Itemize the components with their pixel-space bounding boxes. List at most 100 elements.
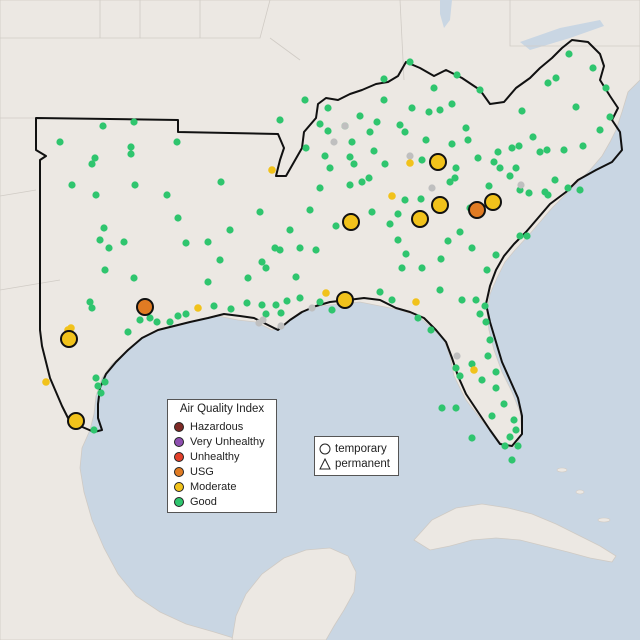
station-good-marker[interactable] <box>452 364 460 372</box>
station-good-marker[interactable] <box>97 389 105 397</box>
station-good-marker[interactable] <box>174 214 182 222</box>
station-good-marker[interactable] <box>324 104 332 112</box>
station-usg-marker[interactable] <box>136 298 154 316</box>
station-good-marker[interactable] <box>346 153 354 161</box>
station-good-marker[interactable] <box>56 138 64 146</box>
station-good-marker[interactable] <box>501 442 509 450</box>
station-good-marker[interactable] <box>100 224 108 232</box>
station-good-marker[interactable] <box>244 274 252 282</box>
station-good-marker[interactable] <box>579 142 587 150</box>
station-good-marker[interactable] <box>576 186 584 194</box>
station-good-marker[interactable] <box>468 244 476 252</box>
station-good-marker[interactable] <box>500 400 508 408</box>
station-good-marker[interactable] <box>173 138 181 146</box>
station-good-marker[interactable] <box>492 251 500 259</box>
station-good-marker[interactable] <box>226 226 234 234</box>
station-good-marker[interactable] <box>506 172 514 180</box>
station-moderate-marker[interactable] <box>470 366 478 374</box>
station-good-marker[interactable] <box>316 184 324 192</box>
station-good-marker[interactable] <box>92 191 100 199</box>
station-good-marker[interactable] <box>536 148 544 156</box>
station-good-marker[interactable] <box>606 113 614 121</box>
station-good-marker[interactable] <box>146 314 154 322</box>
station-good-marker[interactable] <box>256 208 264 216</box>
station-good-marker[interactable] <box>130 118 138 126</box>
station-good-marker[interactable] <box>544 79 552 87</box>
station-good-marker[interactable] <box>94 382 102 390</box>
station-nodata-marker[interactable] <box>330 138 338 146</box>
station-good-marker[interactable] <box>438 404 446 412</box>
station-good-marker[interactable] <box>529 133 537 141</box>
station-good-marker[interactable] <box>356 112 364 120</box>
station-good-marker[interactable] <box>486 336 494 344</box>
station-good-marker[interactable] <box>262 264 270 272</box>
station-good-marker[interactable] <box>292 273 300 281</box>
station-good-marker[interactable] <box>543 146 551 154</box>
station-good-marker[interactable] <box>326 164 334 172</box>
station-good-marker[interactable] <box>456 372 464 380</box>
station-good-marker[interactable] <box>276 246 284 254</box>
station-good-marker[interactable] <box>446 178 454 186</box>
station-good-marker[interactable] <box>418 156 426 164</box>
station-good-marker[interactable] <box>544 191 552 199</box>
station-good-marker[interactable] <box>373 118 381 126</box>
station-moderate-large-marker[interactable] <box>60 330 78 348</box>
station-good-marker[interactable] <box>105 244 113 252</box>
station-good-marker[interactable] <box>452 404 460 412</box>
station-moderate-large-marker[interactable] <box>411 210 429 228</box>
station-moderate-large-marker[interactable] <box>431 196 449 214</box>
station-good-marker[interactable] <box>512 164 520 172</box>
station-good-marker[interactable] <box>316 298 324 306</box>
station-good-marker[interactable] <box>296 244 304 252</box>
station-good-marker[interactable] <box>451 174 459 182</box>
station-good-marker[interactable] <box>90 426 98 434</box>
station-good-marker[interactable] <box>332 222 340 230</box>
station-good-marker[interactable] <box>516 232 524 240</box>
station-moderate-large-marker[interactable] <box>484 193 502 211</box>
station-good-marker[interactable] <box>525 189 533 197</box>
station-good-marker[interactable] <box>388 296 396 304</box>
station-good-marker[interactable] <box>478 376 486 384</box>
station-good-marker[interactable] <box>312 246 320 254</box>
station-good-marker[interactable] <box>324 127 332 135</box>
station-good-marker[interactable] <box>551 176 559 184</box>
station-good-marker[interactable] <box>276 116 284 124</box>
station-good-marker[interactable] <box>510 416 518 424</box>
station-good-marker[interactable] <box>258 301 266 309</box>
station-good-marker[interactable] <box>476 310 484 318</box>
station-nodata-marker[interactable] <box>517 181 525 189</box>
station-good-marker[interactable] <box>91 154 99 162</box>
station-good-marker[interactable] <box>328 306 336 314</box>
station-good-marker[interactable] <box>124 328 132 336</box>
station-good-marker[interactable] <box>227 305 235 313</box>
station-good-marker[interactable] <box>380 75 388 83</box>
station-good-marker[interactable] <box>96 236 104 244</box>
station-good-marker[interactable] <box>243 299 251 307</box>
station-moderate-large-marker[interactable] <box>342 213 360 231</box>
station-good-marker[interactable] <box>468 360 476 368</box>
station-good-marker[interactable] <box>296 294 304 302</box>
station-good-marker[interactable] <box>462 124 470 132</box>
station-good-marker[interactable] <box>88 304 96 312</box>
station-good-marker[interactable] <box>406 58 414 66</box>
station-good-marker[interactable] <box>483 266 491 274</box>
station-good-marker[interactable] <box>482 318 490 326</box>
station-moderate-marker[interactable] <box>388 192 396 200</box>
station-moderate-marker[interactable] <box>268 166 276 174</box>
station-good-marker[interactable] <box>136 316 144 324</box>
station-good-marker[interactable] <box>68 181 76 189</box>
station-moderate-marker[interactable] <box>412 298 420 306</box>
station-good-marker[interactable] <box>427 326 435 334</box>
station-good-marker[interactable] <box>258 258 266 266</box>
station-good-marker[interactable] <box>306 206 314 214</box>
station-good-marker[interactable] <box>346 181 354 189</box>
station-good-marker[interactable] <box>370 147 378 155</box>
station-good-marker[interactable] <box>394 236 402 244</box>
station-good-marker[interactable] <box>286 226 294 234</box>
station-good-marker[interactable] <box>174 312 182 320</box>
station-good-marker[interactable] <box>430 84 438 92</box>
station-good-marker[interactable] <box>277 309 285 317</box>
station-good-marker[interactable] <box>492 384 500 392</box>
station-good-marker[interactable] <box>272 301 280 309</box>
